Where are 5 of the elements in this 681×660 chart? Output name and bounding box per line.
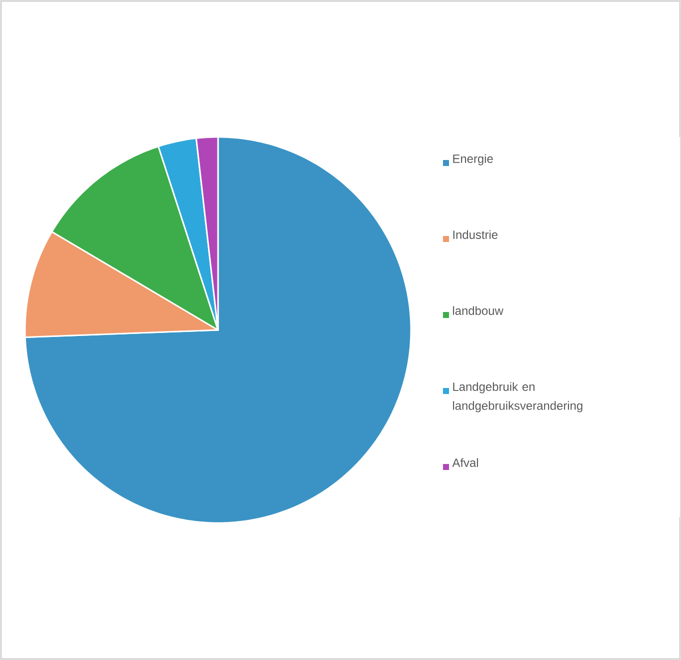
legend-label: Afval [452,458,478,467]
legend-label: Landgebruik en landgebruiksverandering [453,382,582,412]
legend-label: Energie [453,154,493,166]
legend-label: Industrie [453,230,498,239]
legend-label: landbouw [453,306,504,315]
